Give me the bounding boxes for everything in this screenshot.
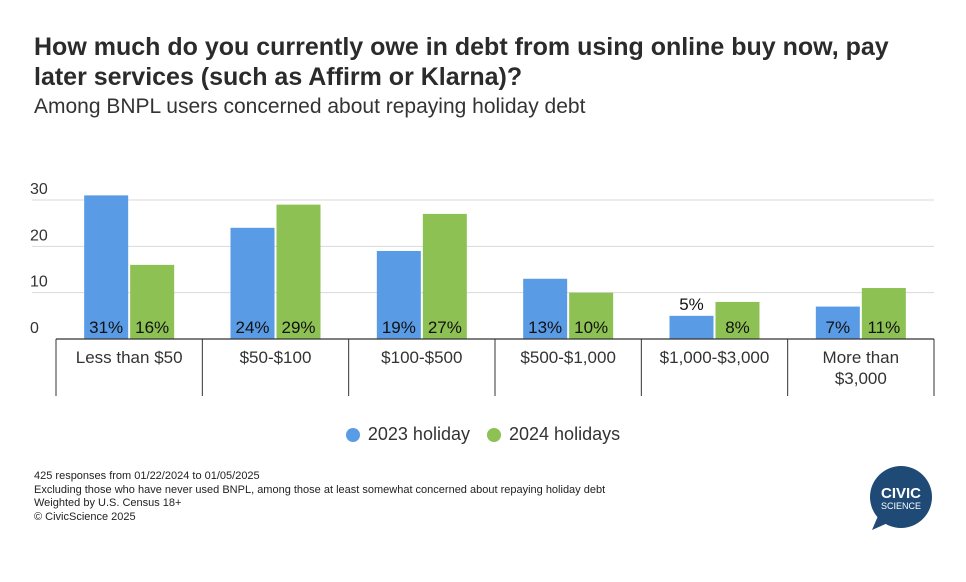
bar-chart: 0 10 20 30 31% 16% 24% 29% 19% 27% 13% 10% 5% 8% 7% 11%… xyxy=(30,181,935,396)
data-label: 24% xyxy=(235,318,269,337)
logo-text-science: SCIENCE xyxy=(881,501,921,511)
footnote-copyright: © CivicScience 2025 xyxy=(34,510,136,523)
bar-2024 xyxy=(569,292,614,339)
data-label: 27% xyxy=(428,318,462,337)
chart-title: How much do you currently owe in debt fr… xyxy=(34,33,889,91)
logo-speech-tail xyxy=(872,516,890,530)
bar-2023 xyxy=(84,195,129,339)
data-label: 16% xyxy=(135,318,169,337)
legend-swatch-2024 xyxy=(487,427,501,442)
data-label: 11% xyxy=(867,318,900,337)
data-label: 29% xyxy=(281,318,315,337)
data-label: 8% xyxy=(725,318,750,337)
bar-2024 xyxy=(130,264,175,339)
footnote-exclusion: Excluding those who have never used BNPL… xyxy=(34,483,606,496)
data-label: 10% xyxy=(574,318,608,337)
data-label: 7% xyxy=(826,318,851,337)
data-label: 31% xyxy=(89,318,123,337)
bar-2023 xyxy=(230,227,275,339)
footnote-weighting: Weighted by U.S. Census 18+ xyxy=(34,497,182,509)
footnotes: 425 responses from 01/22/2024 to 01/05/2… xyxy=(34,470,605,524)
legend-label-2023: 2023 holiday xyxy=(367,424,470,444)
bar-2023 xyxy=(523,278,568,339)
data-label: 19% xyxy=(382,318,416,337)
logo-circle xyxy=(870,466,932,528)
legend-item-2024: 2024 holidays xyxy=(487,424,620,445)
bar-2023 xyxy=(815,306,860,339)
civicscience-logo: CIVIC SCIENCE xyxy=(870,466,932,530)
logo-text-civic: CIVIC xyxy=(881,485,921,502)
y-tick-label: 10 xyxy=(30,274,48,291)
data-label: 5% xyxy=(679,295,704,314)
x-tick-label: More than $3,000 xyxy=(823,348,900,388)
x-tick-label: $1,000-$3,000 xyxy=(660,348,770,367)
data-label: 13% xyxy=(528,318,562,337)
bar-2024 xyxy=(422,213,467,339)
legend-label-2024: 2024 holidays xyxy=(509,424,621,444)
x-tick-label: $500-$1,000 xyxy=(520,348,615,367)
x-tick-label: $50-$100 xyxy=(240,348,312,367)
legend-item-2023: 2023 holiday xyxy=(345,424,470,445)
y-tick-label: 20 xyxy=(30,227,48,244)
bar-2023 xyxy=(669,315,714,339)
legend-swatch-2023 xyxy=(345,427,360,442)
bar-2024 xyxy=(276,204,321,339)
bar-2023 xyxy=(376,250,421,339)
x-tick-label: $100-$500 xyxy=(381,348,462,367)
chart-legend: 2023 holiday 2024 holidays xyxy=(0,424,966,447)
x-tick-label: Less than $50 xyxy=(76,348,183,367)
bar-2024 xyxy=(861,288,906,339)
chart-subtitle: Among BNPL users concerned about repayin… xyxy=(34,95,586,118)
y-tick-label: 0 xyxy=(30,320,39,337)
bar-2024 xyxy=(715,301,760,339)
y-tick-label: 30 xyxy=(30,181,48,198)
footnote-responses: 425 responses from 01/22/2024 to 01/05/2… xyxy=(34,470,260,482)
